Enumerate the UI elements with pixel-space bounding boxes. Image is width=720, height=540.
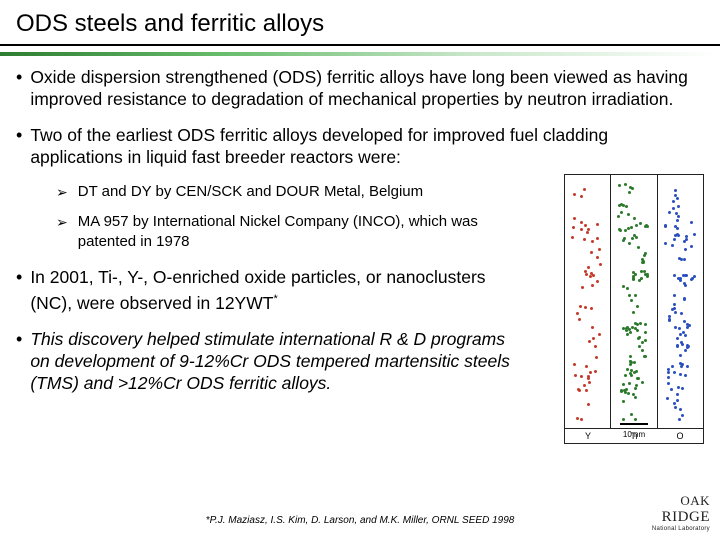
logo-line2: RIDGE	[652, 509, 710, 526]
footnote: *P.J. Maziasz, I.S. Kim, D. Larson, and …	[206, 515, 515, 526]
bullet-text: In 2001, Ti-, Y-, O-enriched oxide parti…	[30, 266, 511, 314]
bullet-item: • Two of the earliest ODS ferritic alloy…	[16, 124, 704, 168]
sub-text: MA 957 by International Nickel Company (…	[78, 212, 508, 252]
bullet-item: • This discovery helped stimulate intern…	[16, 328, 511, 394]
atom-probe-figure: 10 nm Y Ti O	[564, 174, 704, 444]
arrow-icon: ➢	[56, 212, 68, 252]
accent-bar	[0, 52, 720, 56]
slide-title: ODS steels and ferritic alloys	[0, 0, 720, 44]
superscript: *	[273, 293, 277, 305]
bullet-text: Oxide dispersion strengthened (ODS) ferr…	[30, 66, 704, 110]
bullet-text-span: In 2001, Ti-, Y-, O-enriched oxide parti…	[30, 267, 485, 313]
logo-text: OAK RIDGE	[652, 493, 710, 526]
panel-ti	[611, 175, 657, 428]
panel-o	[658, 175, 703, 428]
bullet-marker: •	[16, 124, 22, 168]
panel-y	[565, 175, 611, 428]
logo-line1: OAK	[680, 493, 710, 508]
ornl-logo: OAK RIDGE National Laboratory	[652, 493, 710, 532]
scale-label: 10 nm	[623, 430, 645, 439]
figure-panels	[565, 175, 703, 428]
label-y: Y	[565, 429, 611, 443]
arrow-icon: ➢	[56, 182, 68, 202]
bullet-text: Two of the earliest ODS ferritic alloys …	[30, 124, 704, 168]
logo-subtext: National Laboratory	[652, 526, 710, 532]
bullet-item: • In 2001, Ti-, Y-, O-enriched oxide par…	[16, 266, 511, 314]
sub-text: DT and DY by CEN/SCK and DOUR Metal, Bel…	[78, 182, 423, 202]
title-underline	[0, 44, 720, 46]
bullet-marker: •	[16, 328, 22, 394]
bullet-text: This discovery helped stimulate internat…	[30, 328, 511, 394]
bullet-item: • Oxide dispersion strengthened (ODS) fe…	[16, 66, 704, 110]
bullet-marker: •	[16, 66, 22, 110]
scale-bar	[620, 423, 648, 425]
bullet-marker: •	[16, 266, 22, 314]
label-o: O	[657, 429, 703, 443]
